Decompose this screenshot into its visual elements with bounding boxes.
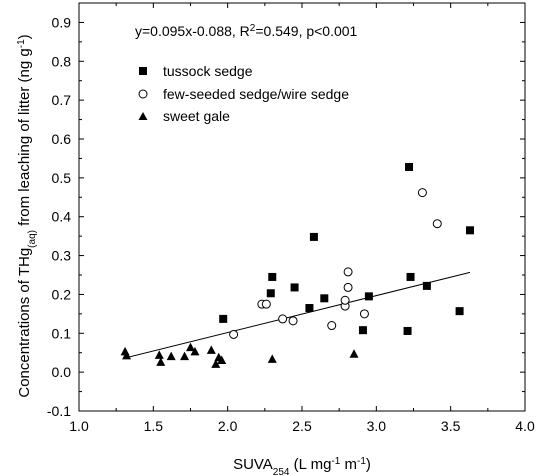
data-point-sweet-gale-9	[211, 359, 221, 368]
x-tick-label-5: 3.5	[441, 418, 461, 434]
y-tick-label-3: 0.2	[52, 286, 72, 302]
legend-label-tussock-sedge: tussock sedge	[163, 63, 253, 79]
data-point-sweet-gale-7	[190, 346, 200, 356]
data-point-few-seeded-sedge-12	[432, 219, 442, 229]
data-point-tussock-sedge-12	[422, 281, 431, 290]
y-axis-title: Concentrations of THg(aq) from leaching …	[16, 34, 38, 397]
y-tick-label-5: 0.4	[52, 209, 72, 225]
data-point-tussock-sedge-0	[219, 314, 228, 323]
y-tick-label-4: 0.3	[52, 248, 72, 264]
data-point-few-seeded-sedge-10	[359, 309, 369, 319]
legend-label-few-seeded-sedge: few-seeded sedge/wire sedge	[163, 86, 349, 102]
regression-line	[124, 271, 471, 359]
legend: tussock sedge few-seeded sedge/wire sedg…	[138, 63, 349, 124]
y-tick-label-10: 0.9	[52, 14, 72, 30]
data-point-tussock-sedge-2	[268, 272, 277, 281]
regression-annotation: y=0.095x-0.088, R2=0.549, p<0.001	[135, 23, 358, 40]
data-point-tussock-sedge-6	[320, 294, 329, 303]
y-tick-label-9: 0.8	[52, 53, 72, 69]
x-tick-label-2: 2.0	[218, 418, 238, 434]
data-point-tussock-sedge-5	[309, 232, 318, 241]
data-point-sweet-gale-1	[122, 350, 132, 360]
data-point-tussock-sedge-1	[266, 289, 275, 298]
data-point-tussock-sedge-3	[290, 283, 299, 292]
x-tick-label-4: 3.0	[367, 418, 387, 434]
data-point-few-seeded-sedge-4	[288, 316, 298, 326]
plot-area: 1.0 1.5 2.0 2.5 3.0 3.5 4.0 -0.1 0.0 0.1 0.2 0.3 0.4…	[47, 2, 535, 434]
data-point-few-seeded-sedge-3	[278, 314, 288, 324]
data-point-few-seeded-sedge-8	[343, 282, 353, 292]
data-point-tussock-sedge-14	[465, 226, 474, 235]
data-point-tussock-sedge-7	[358, 326, 367, 335]
data-point-tussock-sedge-4	[305, 304, 314, 313]
data-point-few-seeded-sedge-5	[327, 321, 337, 331]
data-point-few-seeded-sedge-11	[417, 188, 427, 198]
data-point-few-seeded-sedge-2	[261, 299, 271, 309]
data-point-sweet-gale-3	[156, 357, 166, 366]
data-point-few-seeded-sedge-0	[229, 329, 239, 339]
data-point-tussock-sedge-13	[455, 307, 464, 316]
data-point-sweet-gale-11	[217, 355, 227, 364]
legend-label-sweet-gale: sweet gale	[163, 108, 230, 124]
plot-frame	[78, 2, 526, 412]
data-point-sweet-gale-13	[349, 349, 359, 358]
x-axis-title: SUVA254 (L mg-1 m-1)	[233, 456, 371, 476]
data-point-tussock-sedge-11	[406, 272, 415, 281]
data-point-sweet-gale-2	[154, 350, 164, 359]
data-point-sweet-gale-5	[180, 351, 190, 361]
x-tick-label-6: 4.0	[515, 418, 535, 434]
legend-marker-tussock-sedge	[139, 67, 147, 75]
legend-marker-sweet-gale	[138, 112, 148, 120]
data-point-tussock-sedge-8	[364, 292, 373, 301]
data-point-sweet-gale-8	[206, 345, 216, 354]
y-tick-label-6: 0.5	[52, 170, 72, 186]
data-point-tussock-sedge-9	[403, 326, 412, 335]
data-point-sweet-gale-6	[186, 342, 195, 352]
data-point-few-seeded-sedge-9	[343, 267, 353, 277]
y-tick-label-0: -0.1	[47, 403, 71, 419]
data-point-tussock-sedge-10	[405, 162, 414, 171]
data-point-sweet-gale-4	[166, 351, 176, 361]
y-tick-label-7: 0.6	[52, 131, 72, 147]
y-tick-label-8: 0.7	[52, 92, 72, 108]
legend-marker-few-seeded-sedge	[138, 89, 148, 99]
x-tick-label-0: 1.0	[69, 418, 89, 434]
x-tick-label-1: 1.5	[144, 418, 164, 434]
y-tick-label-1: 0.0	[52, 364, 72, 380]
data-point-sweet-gale-12	[267, 354, 277, 363]
data-point-few-seeded-sedge-7	[340, 295, 350, 305]
y-tick-label-2: 0.1	[52, 325, 72, 341]
x-tick-label-3: 2.5	[292, 418, 312, 434]
